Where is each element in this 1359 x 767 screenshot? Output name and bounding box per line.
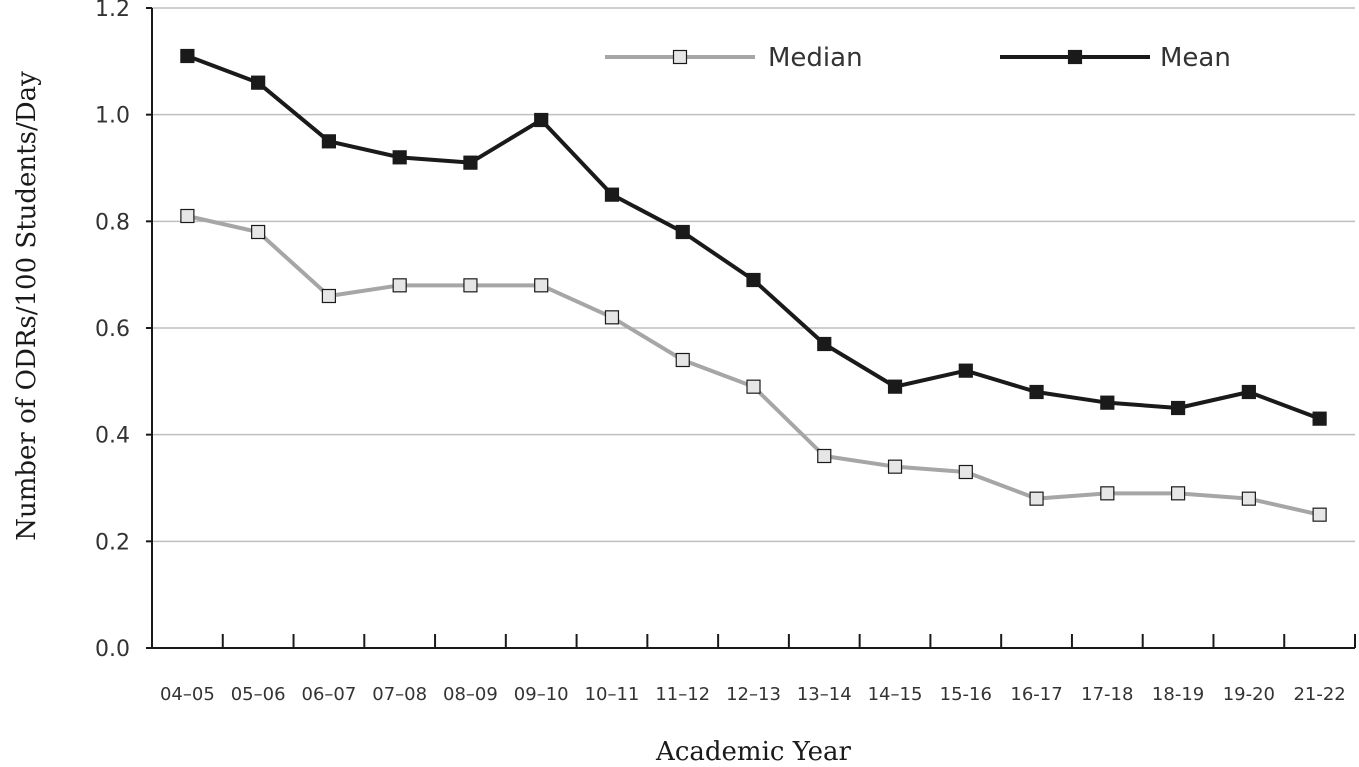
- data-point: [1170, 486, 1186, 501]
- legend-item-mean: Mean: [1000, 43, 1231, 73]
- x-tick-label: 15-16: [940, 684, 992, 705]
- data-point: [534, 278, 549, 293]
- x-tick-label: 13–14: [797, 684, 852, 705]
- y-tick-label: 0.0: [95, 637, 130, 662]
- data-point: [604, 187, 620, 202]
- data-point: [251, 224, 266, 240]
- series-line: [186, 54, 1321, 421]
- x-tick-label: 08–09: [443, 684, 498, 705]
- data-point: [392, 150, 407, 165]
- data-point: [180, 48, 195, 64]
- x-axis-title: Academic Year: [655, 737, 851, 767]
- x-tick-label: 05–06: [231, 684, 286, 705]
- data-point: [392, 278, 407, 293]
- data-point: [180, 208, 195, 224]
- x-tick-label: 14–15: [868, 684, 923, 705]
- x-tick-label: 16-17: [1010, 684, 1062, 705]
- data-point: [1170, 400, 1186, 416]
- series-median: [180, 208, 1327, 522]
- data-point: [675, 352, 690, 368]
- x-tick-label: 06–07: [302, 684, 357, 705]
- data-point: [746, 272, 761, 288]
- y-tick-label: 0.4: [95, 424, 130, 449]
- x-tick-label: 12–13: [726, 684, 781, 705]
- x-tick-label: 21-22: [1293, 684, 1345, 705]
- data-point: [1241, 384, 1256, 400]
- data-point: [1029, 384, 1044, 400]
- legend: Median Mean: [605, 43, 1231, 73]
- legend-marker: [1067, 49, 1083, 65]
- data-point: [604, 310, 620, 325]
- series-group: [180, 48, 1327, 522]
- data-point: [887, 379, 903, 394]
- legend-label: Median: [768, 43, 863, 73]
- x-tick-label: 11–12: [655, 684, 710, 705]
- y-tick-label: 1.0: [95, 104, 130, 129]
- data-point: [958, 464, 973, 480]
- data-point: [1100, 486, 1115, 501]
- series-line: [186, 214, 1321, 517]
- data-point: [534, 112, 549, 128]
- data-point: [1312, 507, 1327, 522]
- legend-label: Mean: [1160, 43, 1231, 73]
- data-point: [463, 278, 478, 293]
- data-point: [321, 288, 337, 304]
- gridlines: [152, 7, 1355, 543]
- y-tick-label: 0.6: [95, 317, 130, 342]
- x-tick-label: 18-19: [1152, 684, 1204, 705]
- data-point: [251, 75, 266, 90]
- data-point: [1312, 411, 1327, 426]
- data-point: [463, 155, 478, 170]
- data-point: [887, 459, 903, 474]
- y-tick-label: 0.2: [95, 530, 130, 555]
- y-axis-title: Number of ODRs/100 Students/Day: [12, 71, 42, 541]
- y-tick-label: 1.2: [95, 0, 130, 22]
- x-tick-labels: 04–05 05–06 06–07 07–08 08–09 09–10 10–11 11–12…: [151, 634, 1356, 705]
- data-point: [746, 379, 761, 394]
- y-tick-labels: 0.0 0.2 0.4 0.6 0.8 1.0 1.2: [95, 0, 152, 662]
- x-tick-label: 17-18: [1081, 684, 1133, 705]
- x-tick-label: 19-20: [1223, 684, 1275, 705]
- data-point: [1100, 395, 1115, 410]
- x-tick-label: 04–05: [160, 684, 215, 705]
- data-point: [675, 224, 690, 240]
- series-mean: [180, 48, 1327, 426]
- data-point: [1241, 491, 1256, 506]
- x-tick-label: 09–10: [514, 684, 569, 705]
- data-point: [817, 336, 832, 352]
- data-point: [817, 448, 832, 464]
- legend-item-median: Median: [605, 43, 863, 73]
- data-point: [958, 363, 973, 378]
- x-tick-label: 07–08: [372, 684, 427, 705]
- x-tick-label: 10–11: [585, 684, 640, 705]
- y-tick-label: 0.8: [95, 210, 130, 235]
- data-point: [1029, 491, 1044, 506]
- legend-marker: [672, 49, 688, 65]
- data-point: [321, 134, 337, 149]
